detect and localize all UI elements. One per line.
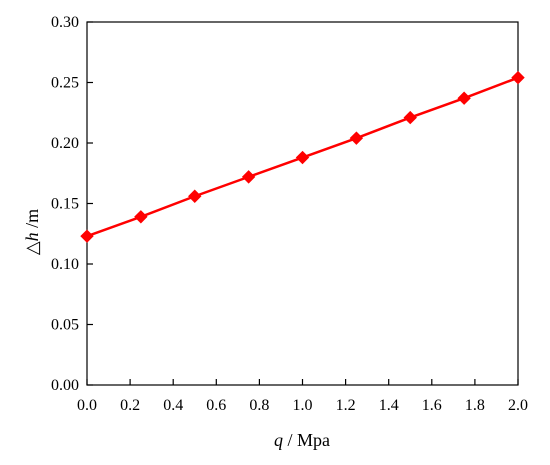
x-tick-label: 1.8 (465, 397, 485, 414)
plot-frame (86, 21, 519, 386)
x-tick-label: 0.4 (163, 397, 183, 414)
data-point-marker (188, 189, 202, 203)
series-layer (80, 70, 525, 243)
y-axis-title-variable: △h (22, 232, 42, 255)
x-tick-label: 1.4 (379, 397, 399, 414)
y-axis-title-unit: /m (22, 209, 42, 233)
data-point-marker (80, 229, 94, 243)
x-tick-label: 0.8 (249, 397, 269, 414)
y-axis-title: △h /m (22, 209, 42, 255)
data-point-marker (457, 91, 471, 105)
data-point-marker (403, 110, 417, 125)
x-tick-label: 1.6 (422, 397, 442, 414)
x-tick-label: 2.0 (508, 397, 528, 414)
x-tick-label: 1.2 (336, 397, 356, 414)
axes: 0.00 0.05 0.10 0.15 0.20 0.25 0.30 0.0 0.2 0.4 0.6… (51, 14, 528, 414)
y-tick-label: 0.25 (51, 75, 79, 92)
data-point-marker (241, 170, 256, 184)
y-tick-label: 0.15 (51, 196, 79, 213)
x-tick-label: 0.6 (206, 397, 226, 414)
data-point-marker (349, 131, 364, 145)
y-tick-label: 0.20 (51, 135, 79, 152)
y-tick-label: 0.10 (51, 256, 79, 273)
y-tick-label: 0.30 (51, 14, 79, 31)
data-point-marker (295, 150, 310, 165)
x-axis-title: q / Mpa (274, 430, 330, 450)
x-tick-label: 0.2 (120, 397, 140, 414)
data-point-marker (134, 210, 148, 224)
data-point-marker (511, 70, 525, 85)
y-tick-label: 0.05 (51, 317, 79, 334)
x-tick-label: 1.0 (293, 397, 313, 414)
x-axis-title-unit: / Mpa (283, 430, 330, 450)
x-tick-label: 0.0 (77, 397, 97, 414)
y-tick-label: 0.00 (51, 377, 79, 394)
x-axis-title-variable: q (274, 430, 283, 450)
